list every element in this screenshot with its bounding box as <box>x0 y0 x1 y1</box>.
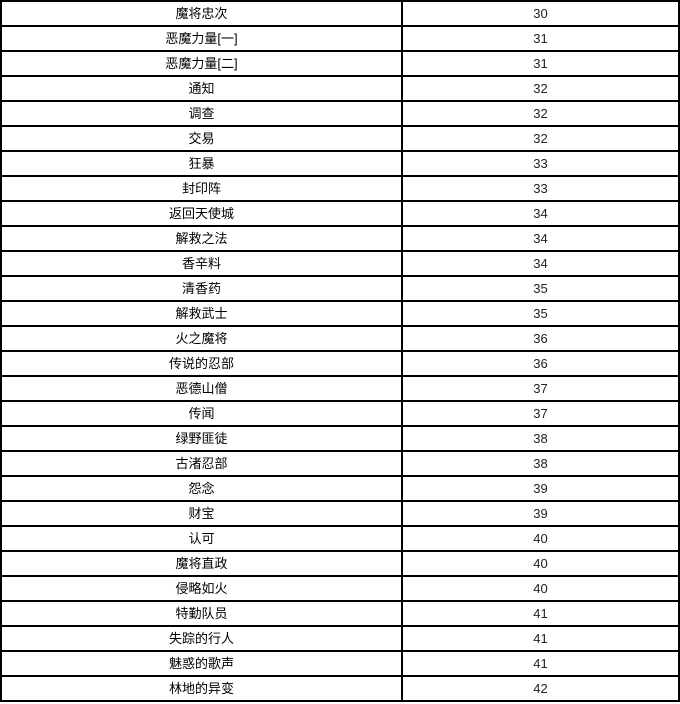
quest-level-cell: 40 <box>401 575 680 602</box>
quest-level-cell: 33 <box>401 175 680 202</box>
quest-level-cell: 38 <box>401 450 680 477</box>
table-row: 特勤队员 41 <box>0 600 680 627</box>
quest-name-cell: 传闻 <box>0 400 403 427</box>
quest-name-cell: 绿野匪徒 <box>0 425 403 452</box>
quest-level-cell: 34 <box>401 250 680 277</box>
quest-name-cell: 返回天使城 <box>0 200 403 227</box>
quest-name-cell: 恶魔力量[一] <box>0 25 403 52</box>
table-row: 恶魔力量[一] 31 <box>0 25 680 52</box>
quest-name-cell: 交易 <box>0 125 403 152</box>
quest-level-cell: 31 <box>401 50 680 77</box>
table-row: 怨念 39 <box>0 475 680 502</box>
quest-name-cell: 林地的异变 <box>0 675 403 702</box>
quest-name-cell: 通知 <box>0 75 403 102</box>
table-row: 林地的异变 42 <box>0 675 680 702</box>
quest-name-cell: 恶德山僧 <box>0 375 403 402</box>
quest-level-cell: 34 <box>401 200 680 227</box>
table-row: 解救武士 35 <box>0 300 680 327</box>
quest-name-cell: 封印阵 <box>0 175 403 202</box>
quest-name-cell: 魔将忠次 <box>0 0 403 27</box>
quest-level-cell: 42 <box>401 675 680 702</box>
table-row: 恶魔力量[二] 31 <box>0 50 680 77</box>
quest-name-cell: 特勤队员 <box>0 600 403 627</box>
quest-level-cell: 34 <box>401 225 680 252</box>
table-row: 香辛料 34 <box>0 250 680 277</box>
quest-level-cell: 40 <box>401 525 680 552</box>
table-row: 狂暴 33 <box>0 150 680 177</box>
table-row: 返回天使城 34 <box>0 200 680 227</box>
quest-level-cell: 36 <box>401 350 680 377</box>
table-row: 认可 40 <box>0 525 680 552</box>
table-row: 通知 32 <box>0 75 680 102</box>
table-row: 古渚忍部 38 <box>0 450 680 477</box>
quest-level-cell: 41 <box>401 600 680 627</box>
table-row: 绿野匪徒 38 <box>0 425 680 452</box>
quest-level-cell: 37 <box>401 400 680 427</box>
table-row: 恶德山僧 37 <box>0 375 680 402</box>
table-row: 魔将直政 40 <box>0 550 680 577</box>
quest-name-cell: 魔将直政 <box>0 550 403 577</box>
quest-name-cell: 清香药 <box>0 275 403 302</box>
table-row: 财宝 39 <box>0 500 680 527</box>
quest-name-cell: 火之魔将 <box>0 325 403 352</box>
quest-name-cell: 香辛料 <box>0 250 403 277</box>
quest-level-cell: 40 <box>401 550 680 577</box>
table-row: 火之魔将 36 <box>0 325 680 352</box>
quest-level-cell: 33 <box>401 150 680 177</box>
quest-name-cell: 恶魔力量[二] <box>0 50 403 77</box>
quest-name-cell: 认可 <box>0 525 403 552</box>
quest-level-cell: 41 <box>401 650 680 677</box>
quest-name-cell: 传说的忍部 <box>0 350 403 377</box>
quest-level-cell: 30 <box>401 0 680 27</box>
quest-level-cell: 39 <box>401 475 680 502</box>
quest-name-cell: 魅惑的歌声 <box>0 650 403 677</box>
table-row: 封印阵 33 <box>0 175 680 202</box>
table-row: 传说的忍部 36 <box>0 350 680 377</box>
quest-name-cell: 怨念 <box>0 475 403 502</box>
table-row: 魅惑的歌声 41 <box>0 650 680 677</box>
quest-name-cell: 财宝 <box>0 500 403 527</box>
table-row: 解救之法 34 <box>0 225 680 252</box>
quest-name-cell: 失踪的行人 <box>0 625 403 652</box>
quest-level-cell: 37 <box>401 375 680 402</box>
quest-name-cell: 调查 <box>0 100 403 127</box>
quest-level-cell: 31 <box>401 25 680 52</box>
quest-name-cell: 解救武士 <box>0 300 403 327</box>
quest-level-cell: 38 <box>401 425 680 452</box>
quest-name-cell: 解救之法 <box>0 225 403 252</box>
quest-name-cell: 狂暴 <box>0 150 403 177</box>
quest-level-cell: 35 <box>401 300 680 327</box>
quest-level-cell: 32 <box>401 100 680 127</box>
quest-level-cell: 32 <box>401 125 680 152</box>
table-row: 魔将忠次 30 <box>0 0 680 27</box>
table-row: 交易 32 <box>0 125 680 152</box>
table-row: 侵略如火 40 <box>0 575 680 602</box>
quest-name-cell: 古渚忍部 <box>0 450 403 477</box>
table-row: 失踪的行人 41 <box>0 625 680 652</box>
quest-name-cell: 侵略如火 <box>0 575 403 602</box>
table-row: 清香药 35 <box>0 275 680 302</box>
quest-level-cell: 39 <box>401 500 680 527</box>
table-row: 调查 32 <box>0 100 680 127</box>
quest-level-cell: 36 <box>401 325 680 352</box>
quest-level-cell: 41 <box>401 625 680 652</box>
table-row: 传闻 37 <box>0 400 680 427</box>
quest-level-cell: 32 <box>401 75 680 102</box>
quest-level-cell: 35 <box>401 275 680 302</box>
